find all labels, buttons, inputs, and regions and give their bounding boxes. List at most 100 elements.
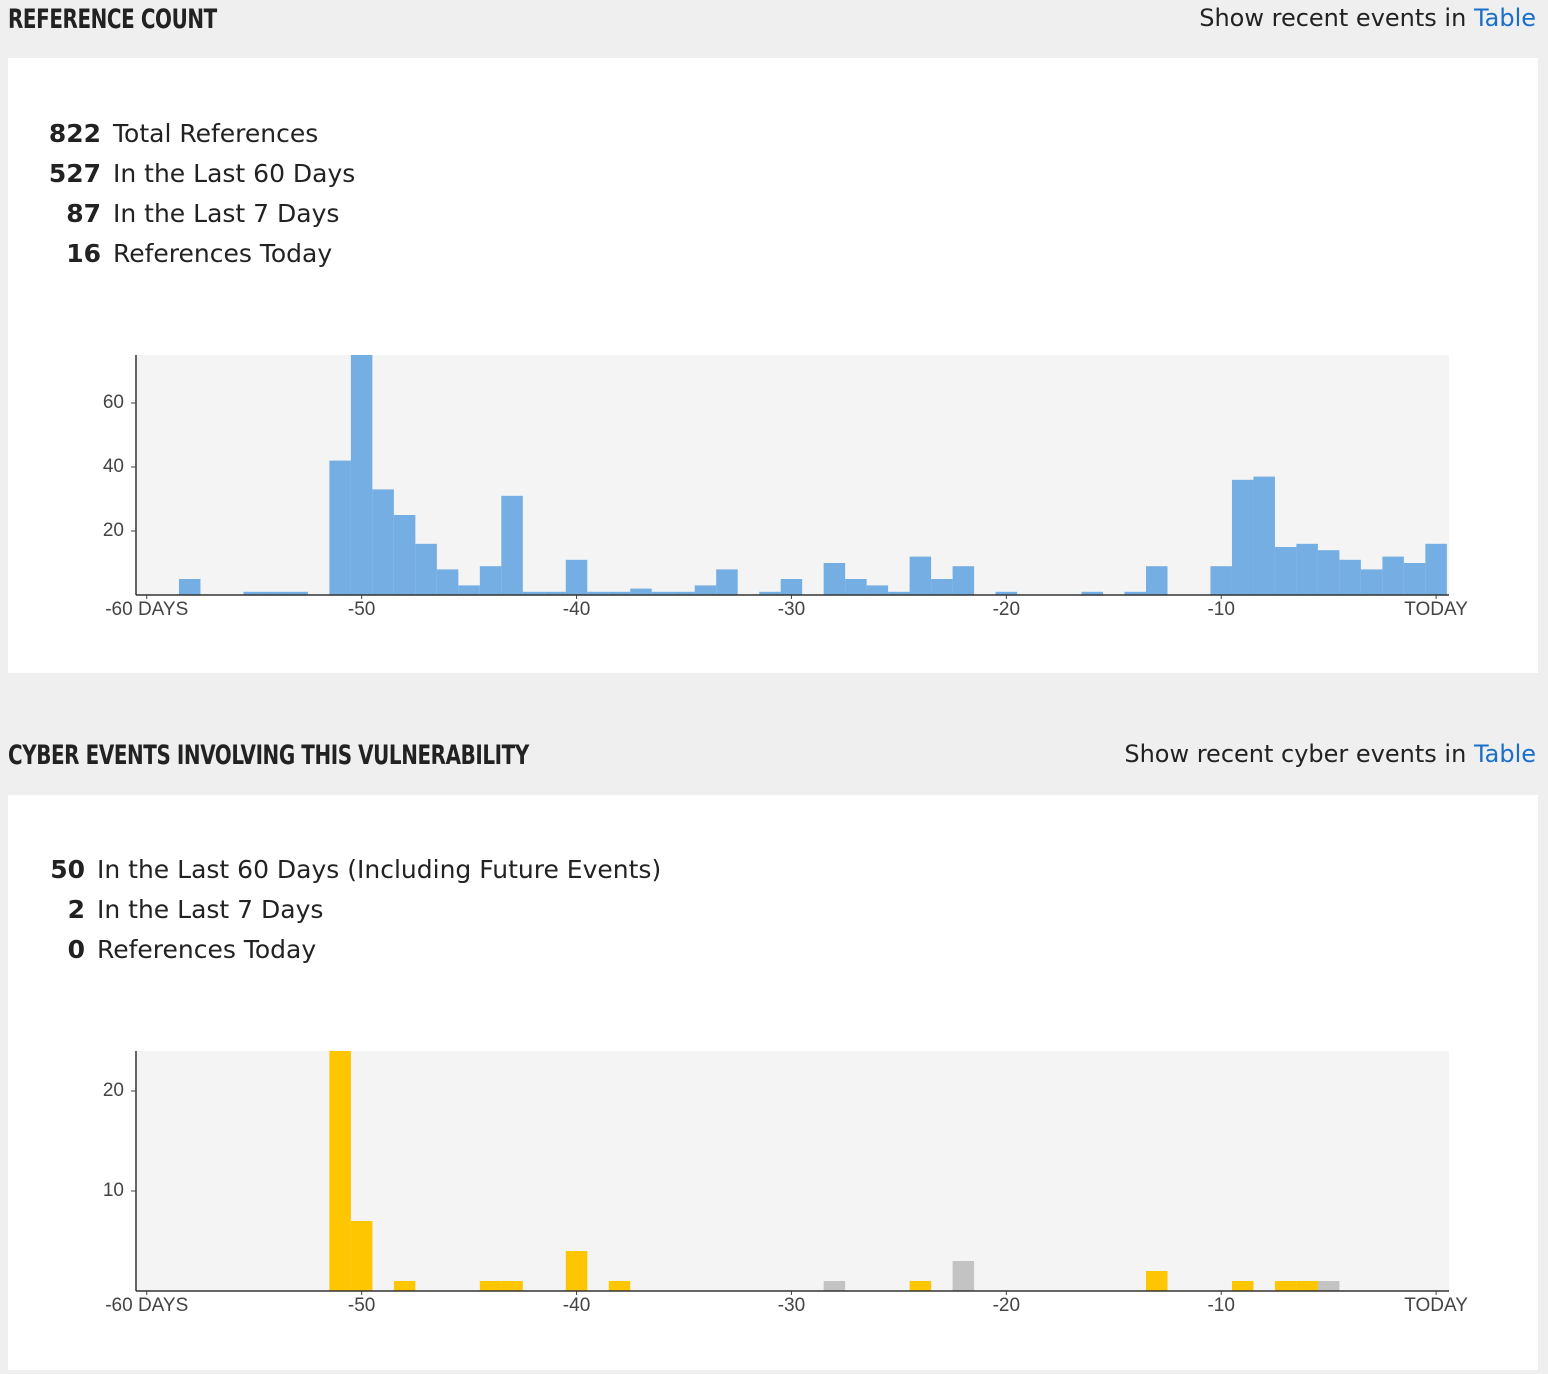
bar: [866, 585, 889, 595]
bar: [393, 515, 416, 595]
bar: [651, 591, 674, 595]
x-tick-label: -10: [1207, 1295, 1234, 1316]
bar: [587, 591, 609, 595]
stat: 527 In the Last 60 Days: [8, 158, 356, 190]
stat-value: 0: [67, 935, 85, 964]
bar: [608, 591, 631, 595]
link-text: Show recent cyber events in: [1124, 740, 1467, 768]
bar: [1296, 1281, 1318, 1291]
stat: 87 In the Last 7 Days: [8, 198, 339, 230]
bar: [565, 559, 588, 595]
bar: [522, 591, 545, 595]
bar: [780, 579, 803, 595]
bar: [1317, 1281, 1340, 1291]
x-tick-label: -30: [778, 1295, 805, 1316]
bar: [372, 489, 394, 595]
bar: [243, 591, 265, 595]
chart: 10 20 -60 DAYS -50 -40 -30 -20 -10 TODAY: [103, 1051, 1468, 1316]
bar: [1274, 1281, 1297, 1291]
stat-label: In the Last 60 Days (Including Future Ev…: [97, 855, 662, 884]
bar: [393, 1281, 416, 1291]
bar: [436, 569, 459, 595]
stat-value: 2: [67, 895, 85, 924]
bar: [286, 591, 308, 595]
bar: [759, 591, 781, 595]
bar: [909, 556, 932, 595]
bar: [458, 585, 480, 595]
bar: [673, 591, 695, 595]
y-tick-label: 10: [103, 1180, 124, 1201]
bar: [1360, 569, 1383, 595]
link[interactable]: Table: [1473, 740, 1536, 768]
stat-label: References Today: [113, 239, 333, 268]
stat: 16 References Today: [8, 238, 332, 270]
stat: 822 Total References: [8, 118, 318, 150]
bar: [716, 569, 738, 595]
bar: [329, 460, 351, 595]
x-tick-label: -40: [563, 599, 590, 620]
bar: [1253, 476, 1275, 595]
x-tick-label: -20: [993, 1295, 1020, 1316]
bar: [479, 1281, 502, 1291]
stat-value: 87: [66, 199, 101, 228]
bar: [1231, 1281, 1254, 1291]
bar: [1231, 479, 1254, 595]
y-tick-label: 20: [103, 1080, 124, 1101]
table-link: Show recent events in Table: [1199, 4, 1536, 32]
bar: [544, 591, 566, 595]
bar: [1317, 550, 1340, 595]
x-tick-label: TODAY: [1404, 599, 1468, 620]
x-tick-label: -50: [348, 1295, 375, 1316]
y-tick-label: 20: [103, 520, 124, 541]
stat: 50 In the Last 60 Days (Including Future …: [8, 854, 661, 886]
bar: [178, 579, 201, 595]
x-tick-label: -30: [778, 599, 805, 620]
stat-value: 527: [48, 159, 101, 188]
bar: [1124, 591, 1146, 595]
bar: [1382, 556, 1404, 595]
stat-label: Total References: [113, 119, 319, 148]
stat: 2 In the Last 7 Days: [8, 894, 324, 926]
x-tick-label: -60 DAYS: [105, 1295, 188, 1316]
bar: [415, 543, 437, 595]
bar: [909, 1281, 932, 1291]
stat-value: 50: [50, 855, 85, 884]
stat-value: 822: [48, 119, 101, 148]
bar: [1210, 566, 1232, 595]
x-tick-label: -40: [563, 1295, 590, 1316]
bar: [479, 566, 502, 595]
x-tick-label: -60 DAYS: [105, 599, 188, 620]
bar: [1425, 543, 1447, 595]
stat-label: References Today: [97, 935, 317, 964]
bar: [888, 591, 910, 595]
bar: [1296, 543, 1318, 595]
x-tick-label: -50: [348, 599, 375, 620]
bar: [1146, 566, 1168, 595]
bar: [264, 591, 287, 595]
x-tick-label: -10: [1207, 599, 1234, 620]
table-link: Show recent cyber events in Table: [1124, 740, 1536, 768]
bar: [565, 1251, 588, 1291]
link[interactable]: Table: [1473, 4, 1536, 32]
bar: [350, 355, 373, 595]
y-tick-label: 60: [103, 392, 124, 413]
bar: [630, 588, 652, 595]
bar: [694, 585, 717, 595]
bar: [952, 1261, 975, 1291]
bar: [845, 579, 867, 595]
bar: [1274, 547, 1297, 595]
stat-label: In the Last 7 Days: [113, 199, 340, 228]
bar: [952, 566, 975, 595]
bar: [501, 1281, 523, 1291]
bar: [823, 1281, 846, 1291]
stat-label: In the Last 7 Days: [97, 895, 324, 924]
bar: [350, 1221, 373, 1291]
bar: [329, 1051, 351, 1291]
link-text: Show recent events in: [1199, 4, 1467, 32]
stat-label: In the Last 60 Days: [113, 159, 356, 188]
bar: [1403, 563, 1426, 595]
bar: [823, 563, 846, 595]
stat: 0 References Today: [8, 934, 317, 966]
x-tick-label: -20: [993, 599, 1020, 620]
